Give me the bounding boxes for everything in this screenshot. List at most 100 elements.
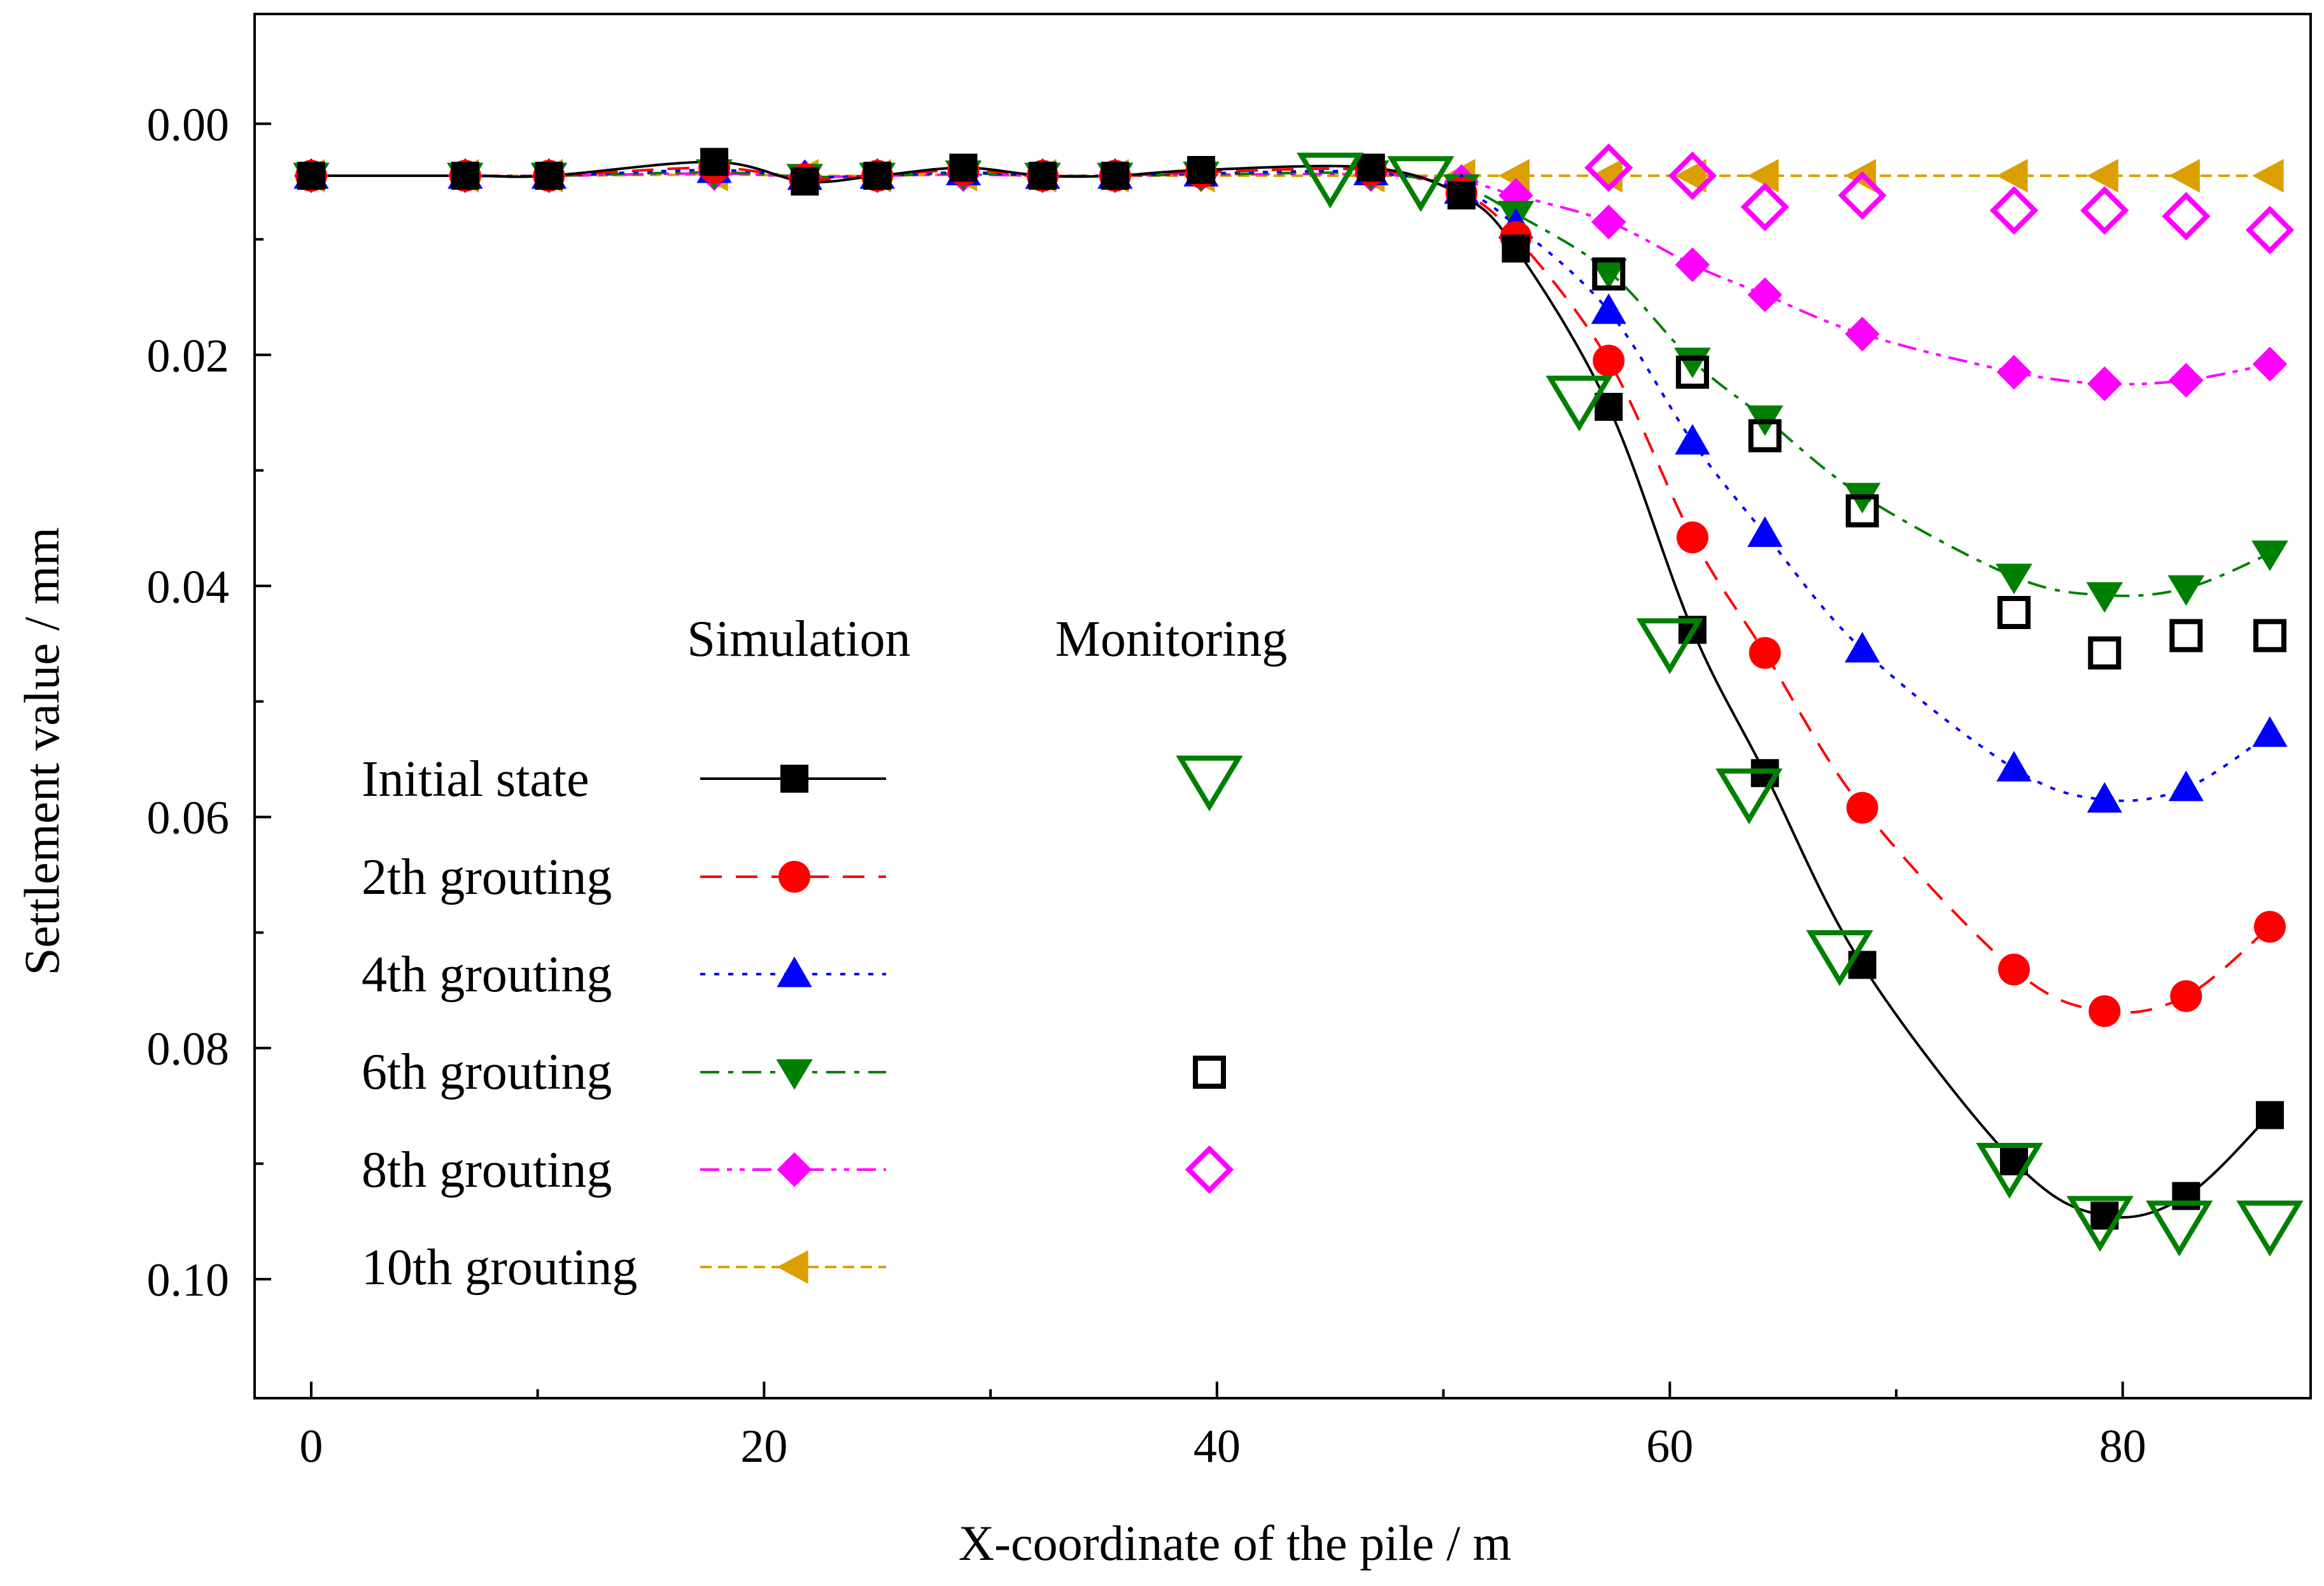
marker-s2-p16 xyxy=(1845,632,1880,663)
monitor-m2-p1 xyxy=(1668,151,1717,201)
monitor-m0-p2 xyxy=(1546,375,1613,432)
monitoring-markers xyxy=(1297,143,2304,1257)
marker-s5-p17 xyxy=(1996,159,2028,193)
x-axis-title: X-coordinate of the pile / m xyxy=(959,1515,1512,1571)
legend-monitor-marker-0 xyxy=(1176,755,1243,812)
monitor-m2-p6 xyxy=(2162,192,2211,241)
marker-s2-p19 xyxy=(2168,770,2204,802)
legend-monitor-marker-1 xyxy=(1193,1056,1226,1089)
marker-s0-p6 xyxy=(949,153,978,182)
x-tick-label-3: 60 xyxy=(1646,1420,1693,1473)
legend-marker-0 xyxy=(780,765,808,793)
legend-marker-2 xyxy=(777,956,812,988)
marker-s0-p11 xyxy=(1447,181,1476,209)
y-tick-label-5: 0.10 xyxy=(147,1254,230,1306)
marker-s5-p15 xyxy=(1747,159,1779,193)
marker-s1-p20 xyxy=(2253,910,2286,943)
legend-symbols xyxy=(700,755,1243,1284)
legend-marker-1 xyxy=(778,861,810,893)
legend-marker-4 xyxy=(777,1152,812,1187)
monitor-m1-p3 xyxy=(1845,494,1879,528)
marker-s0-p12 xyxy=(1502,234,1530,263)
legend-header-simulation: Simulation xyxy=(687,611,910,667)
marker-s5-p14 xyxy=(1675,159,1707,193)
monitor-m2-p4 xyxy=(1989,186,2039,235)
legend-label-4th: 4th grouting xyxy=(362,947,612,1003)
monitor-m0-p3 xyxy=(1636,618,1703,674)
y-tick-label-0: 0.00 xyxy=(147,99,230,151)
x-tick-label-4: 80 xyxy=(2099,1420,2146,1473)
marker-s0-p4 xyxy=(791,167,819,196)
legend-marker-3 xyxy=(776,1059,813,1090)
marker-s0-p1 xyxy=(451,162,479,190)
legend-label-10th: 10th grouting xyxy=(362,1240,637,1296)
marker-s4-p15 xyxy=(1747,277,1782,313)
marker-s5-p19 xyxy=(2168,159,2200,193)
marker-s4-p17 xyxy=(1996,355,2032,390)
marker-s3-p19 xyxy=(2167,575,2205,606)
y-tick-label-1: 0.02 xyxy=(147,330,230,382)
marker-s0-p8 xyxy=(1101,162,1129,190)
monitor-m0-p1 xyxy=(1387,156,1454,212)
marker-s5-p18 xyxy=(2087,159,2118,193)
y-axis-title: Settlement value / mm xyxy=(14,527,69,975)
marker-s0-p20 xyxy=(2255,1101,2284,1129)
legend: Simulation Monitoring Initial state 2th … xyxy=(362,611,1287,1296)
x-tick-label-2: 40 xyxy=(1194,1420,1241,1473)
series-line-2 xyxy=(311,168,2271,802)
monitor-m1-p2 xyxy=(1748,419,1782,453)
monitor-m1-p5 xyxy=(2088,636,2122,670)
marker-s1-p18 xyxy=(2088,995,2121,1028)
legend-label-initial: Initial state xyxy=(362,751,589,807)
marker-s1-p13 xyxy=(1593,344,1625,377)
x-tick-label-1: 20 xyxy=(740,1420,787,1473)
monitor-m0-p9 xyxy=(2236,1200,2304,1257)
monitor-m2-p5 xyxy=(2080,186,2129,235)
monitor-m1-p4 xyxy=(1997,596,2031,630)
monitor-m0-p8 xyxy=(2146,1200,2213,1257)
monitor-m2-p7 xyxy=(2245,206,2295,255)
monitor-m1-p6 xyxy=(2169,619,2203,653)
y-tick-label-3: 0.06 xyxy=(147,792,230,844)
marker-s2-p14 xyxy=(1675,423,1710,455)
marker-s3-p20 xyxy=(2251,541,2288,572)
monitor-m1-p7 xyxy=(2253,619,2286,653)
monitor-m0-p6 xyxy=(1976,1142,2043,1199)
marker-s2-p17 xyxy=(1996,751,2032,782)
marker-s3-p17 xyxy=(1996,563,2032,595)
axes: 0 20 40 60 80 0.00 0.02 0.04 0.06 0.08 0.10 xyxy=(147,99,2146,1473)
marker-s3-p13 xyxy=(1590,258,1628,290)
marker-s5-p20 xyxy=(2252,159,2284,193)
legend-label-8th: 8th grouting xyxy=(362,1142,612,1198)
marker-s0-p10 xyxy=(1356,153,1385,182)
series-line-3 xyxy=(311,171,2271,597)
marker-s2-p18 xyxy=(2087,782,2122,813)
marker-s2-p15 xyxy=(1747,516,1783,548)
x-tick-label-0: 0 xyxy=(299,1420,323,1473)
marker-s1-p17 xyxy=(1997,953,2030,986)
y-tick-label-2: 0.04 xyxy=(147,561,230,613)
legend-header-monitoring: Monitoring xyxy=(1055,611,1287,667)
marker-s3-p18 xyxy=(2086,582,2123,613)
marker-s4-p20 xyxy=(2252,346,2288,382)
marker-s3-p14 xyxy=(1674,348,1711,379)
marker-s0-p5 xyxy=(863,162,892,190)
marker-s2-p13 xyxy=(1591,293,1626,324)
legend-label-6th: 6th grouting xyxy=(362,1044,612,1100)
marker-s0-p3 xyxy=(700,148,729,176)
monitor-m2-p2 xyxy=(1740,182,1789,232)
monitor-m1-p1 xyxy=(1675,355,1709,389)
plot-area xyxy=(253,13,2312,1399)
marker-s1-p15 xyxy=(1749,637,1781,669)
marker-s4-p13 xyxy=(1591,204,1626,239)
marker-s0-p0 xyxy=(297,162,325,190)
marker-s1-p19 xyxy=(2170,980,2202,1012)
marker-s1-p14 xyxy=(1676,521,1708,554)
monitor-m2-p0 xyxy=(1584,143,1633,192)
monitor-m0-p5 xyxy=(1806,930,1873,986)
series-line-4 xyxy=(311,172,2271,386)
plot-frame xyxy=(253,13,2312,1399)
legend-label-2th: 2th grouting xyxy=(362,849,612,905)
marker-s4-p12 xyxy=(1498,178,1533,213)
